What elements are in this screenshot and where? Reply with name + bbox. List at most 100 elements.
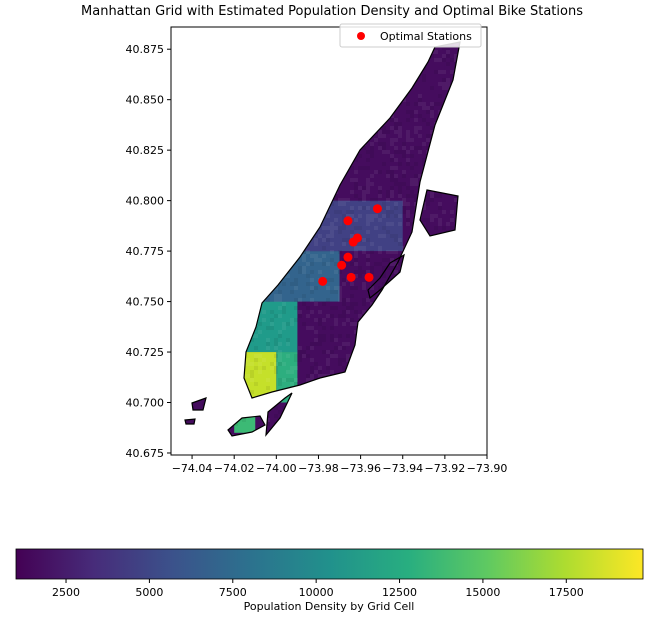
density-texture-cell	[330, 130, 334, 134]
density-texture-cell	[326, 298, 330, 302]
density-texture-cell	[298, 142, 302, 146]
density-texture-cell	[406, 130, 410, 134]
density-texture-cell	[290, 382, 294, 386]
density-texture-cell	[402, 334, 406, 338]
density-texture-cell	[306, 174, 310, 178]
density-texture-cell	[358, 70, 362, 74]
density-texture-cell	[454, 418, 458, 422]
density-texture-cell	[226, 286, 230, 290]
density-texture-cell	[382, 374, 386, 378]
density-texture-cell	[418, 306, 422, 310]
density-texture-cell	[254, 306, 258, 310]
density-texture-cell	[466, 150, 470, 154]
density-texture-cell	[302, 266, 306, 270]
density-texture-cell	[278, 190, 282, 194]
density-texture-cell	[326, 418, 330, 422]
shoreline	[265, 392, 293, 437]
density-texture-cell	[306, 442, 310, 446]
density-texture-cell	[198, 110, 202, 114]
density-texture-cell	[190, 338, 194, 342]
density-texture-cell	[438, 314, 442, 318]
density-texture-cell	[178, 398, 182, 402]
density-texture-cell	[422, 106, 426, 110]
density-texture-cell	[274, 414, 278, 418]
density-texture-cell	[474, 294, 478, 298]
density-texture-cell	[185, 214, 186, 218]
density-texture-cell	[174, 118, 178, 122]
density-texture-cell	[242, 270, 246, 274]
density-texture-cell	[198, 174, 202, 178]
density-texture-cell	[390, 166, 394, 170]
density-texture-cell	[438, 318, 442, 322]
density-texture-cell	[210, 186, 214, 190]
density-texture-cell	[286, 110, 290, 114]
density-texture-cell	[190, 190, 194, 194]
density-texture-cell	[346, 374, 350, 378]
density-texture-cell	[462, 110, 466, 114]
density-texture-cell	[382, 106, 386, 110]
density-texture-cell	[318, 374, 322, 378]
density-texture-cell	[454, 138, 458, 142]
density-texture-cell	[338, 358, 342, 362]
density-texture-cell	[406, 66, 410, 70]
density-texture-cell	[406, 298, 410, 302]
density-texture-cell	[270, 270, 274, 274]
density-texture-cell	[322, 70, 326, 74]
density-texture-cell	[310, 394, 314, 398]
density-texture-cell	[390, 362, 394, 366]
density-texture-cell	[474, 182, 478, 186]
density-texture-cell	[278, 270, 282, 274]
density-texture-cell	[474, 118, 478, 122]
density-texture-cell	[218, 370, 222, 374]
density-texture-cell	[250, 102, 254, 106]
density-texture-cell	[438, 238, 442, 242]
density-texture-cell	[442, 258, 446, 262]
density-texture-cell	[342, 390, 346, 394]
density-texture-cell	[354, 402, 358, 406]
density-texture-cell	[350, 318, 354, 322]
density-texture-cell	[254, 354, 258, 358]
density-texture-cell	[378, 378, 382, 382]
density-texture-cell	[402, 446, 406, 450]
density-texture-cell	[446, 382, 450, 386]
density-texture-cell	[282, 38, 286, 42]
density-texture-cell	[282, 422, 286, 426]
density-texture-cell	[330, 242, 334, 246]
density-texture-cell	[326, 166, 330, 170]
density-texture-cell	[326, 178, 330, 182]
density-texture-cell	[350, 294, 354, 298]
density-texture-cell	[458, 66, 460, 70]
density-texture-cell	[282, 206, 286, 210]
density-texture-cell	[202, 374, 206, 378]
density-texture-cell	[314, 342, 318, 346]
density-texture-cell	[422, 298, 426, 302]
density-texture-cell	[446, 98, 450, 102]
density-texture-cell	[210, 426, 214, 430]
density-texture-cell	[218, 150, 222, 154]
density-texture-cell	[474, 222, 478, 226]
density-texture-cell	[386, 70, 390, 74]
density-texture-cell	[246, 126, 250, 130]
density-texture-cell	[206, 258, 210, 262]
density-texture-cell	[426, 258, 430, 262]
density-texture-cell	[190, 278, 194, 282]
density-texture-cell	[470, 342, 474, 346]
density-texture-cell	[230, 238, 234, 242]
density-texture-cell	[314, 202, 318, 206]
density-texture-cell	[322, 338, 326, 342]
density-texture-cell	[482, 162, 486, 166]
density-texture-cell	[398, 194, 402, 198]
density-texture-cell	[398, 262, 402, 266]
density-texture-cell	[438, 290, 442, 294]
density-texture-cell	[318, 426, 322, 430]
density-texture-cell	[198, 50, 202, 54]
density-texture-cell	[378, 186, 382, 190]
density-texture-cell	[430, 446, 434, 450]
density-texture-cell	[222, 78, 226, 82]
density-texture-cell	[314, 338, 318, 342]
density-texture-cell	[230, 178, 234, 182]
density-texture-cell	[446, 86, 450, 90]
density-texture-cell	[298, 230, 302, 234]
density-texture-cell	[426, 278, 430, 282]
density-texture-cell	[286, 170, 290, 174]
